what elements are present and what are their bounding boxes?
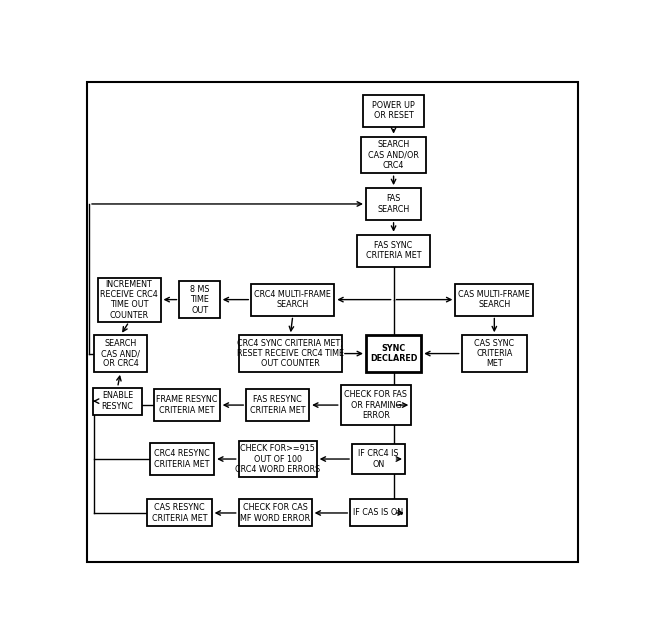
FancyBboxPatch shape (361, 136, 426, 173)
Text: CRC4 MULTI-FRAME
SEARCH: CRC4 MULTI-FRAME SEARCH (254, 290, 332, 310)
Text: CHECK FOR CAS
MF WORD ERROR: CHECK FOR CAS MF WORD ERROR (240, 503, 310, 523)
FancyBboxPatch shape (366, 188, 421, 220)
FancyBboxPatch shape (341, 385, 411, 425)
FancyBboxPatch shape (150, 443, 214, 475)
FancyBboxPatch shape (455, 283, 534, 315)
FancyBboxPatch shape (363, 95, 424, 127)
FancyBboxPatch shape (366, 335, 421, 372)
Text: FAS SYNC
CRITERIA MET: FAS SYNC CRITERIA MET (366, 241, 421, 261)
FancyBboxPatch shape (239, 499, 312, 526)
Text: 8 MS
TIME
OUT: 8 MS TIME OUT (190, 285, 209, 315)
Text: CAS RESYNC
CRITERIA MET: CAS RESYNC CRITERIA MET (151, 503, 207, 523)
FancyBboxPatch shape (357, 234, 430, 266)
Text: CHECK FOR>=915
OUT OF 100
CRC4 WORD ERRORS: CHECK FOR>=915 OUT OF 100 CRC4 WORD ERRO… (235, 444, 320, 474)
FancyBboxPatch shape (252, 283, 334, 315)
Text: ENABLE
RESYNC: ENABLE RESYNC (101, 392, 133, 411)
Text: CHECK FOR FAS
OR FRAMING
ERROR: CHECK FOR FAS OR FRAMING ERROR (344, 390, 408, 420)
Text: SEARCH
CAS AND/
OR CRC4: SEARCH CAS AND/ OR CRC4 (101, 339, 140, 368)
Text: FRAME RESYNC
CRITERIA MET: FRAME RESYNC CRITERIA MET (157, 396, 218, 415)
Text: INCREMENT
RECEIVE CRC4
TIME OUT
COUNTER: INCREMENT RECEIVE CRC4 TIME OUT COUNTER (100, 280, 158, 320)
FancyBboxPatch shape (350, 499, 407, 526)
FancyBboxPatch shape (462, 335, 527, 372)
FancyBboxPatch shape (148, 499, 212, 526)
Text: CRC4 RESYNC
CRITERIA MET: CRC4 RESYNC CRITERIA MET (154, 449, 210, 469)
FancyBboxPatch shape (239, 441, 317, 477)
FancyBboxPatch shape (93, 388, 142, 415)
Text: IF CRC4 IS
ON: IF CRC4 IS ON (358, 449, 398, 469)
Text: FAS
SEARCH: FAS SEARCH (378, 194, 410, 213)
FancyBboxPatch shape (94, 335, 147, 372)
Text: CAS MULTI-FRAME
SEARCH: CAS MULTI-FRAME SEARCH (458, 290, 530, 310)
Text: CRC4 SYNC CRITERIA MET;
RESET RECEIVE CRC4 TIME
OUT COUNTER: CRC4 SYNC CRITERIA MET; RESET RECEIVE CR… (237, 339, 344, 368)
FancyBboxPatch shape (239, 335, 342, 372)
Text: SYNC
DECLARED: SYNC DECLARED (370, 344, 417, 363)
FancyBboxPatch shape (246, 389, 309, 421)
FancyBboxPatch shape (352, 445, 405, 474)
FancyBboxPatch shape (98, 278, 161, 322)
Text: SEARCH
CAS AND/OR
CRC4: SEARCH CAS AND/OR CRC4 (368, 140, 419, 170)
Text: POWER UP
OR RESET: POWER UP OR RESET (372, 101, 415, 120)
Text: FAS RESYNC
CRITERIA MET: FAS RESYNC CRITERIA MET (250, 396, 306, 415)
Text: CAS SYNC
CRITERIA
MET: CAS SYNC CRITERIA MET (474, 339, 514, 368)
FancyBboxPatch shape (179, 281, 220, 318)
Text: IF CAS IS ON: IF CAS IS ON (354, 508, 404, 517)
FancyBboxPatch shape (154, 389, 220, 421)
